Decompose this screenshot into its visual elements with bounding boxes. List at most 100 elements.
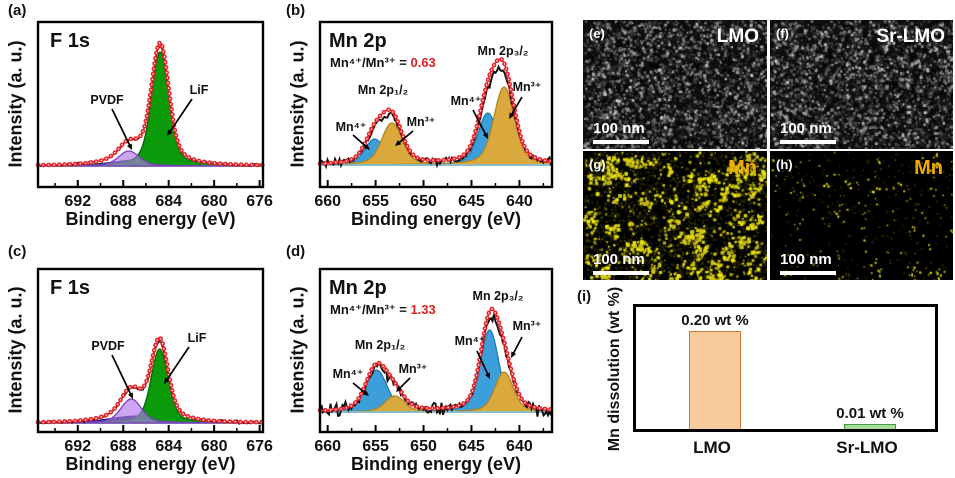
annotation-arrowhead [128,392,133,399]
x-tick-label: 660 [314,193,341,210]
scalebar-text: 100 nm [780,120,832,137]
x-axis: 660 655 650 645 640 [314,180,545,210]
annotation-arrowhead [363,144,370,150]
eds-map-image [583,151,767,280]
peak-label: Mn³⁺ [399,362,428,376]
peak-label: Mn 2p₁/₂ [355,338,405,352]
panel-d-mn2p-srlmo: (d) Intensity (a. u.) 660 655 650 645 640 Mn … [282,241,560,478]
x-axis-label: Binding energy (eV) [65,209,236,229]
panel-b-mn2p-lmo: (b) Intensity (a. u.) 660 655 650 645 640 Mn … [282,0,560,239]
x-tick-label: 676 [246,193,273,210]
panel-h-eds-mn-srlmo: (h) Mn 100 nm [770,151,953,280]
peak-label: Mn³⁺ [407,115,436,129]
annotation-arrow [512,336,523,355]
plot-frame [36,267,265,434]
y-axis-label: Mn dissolution (wt %) [606,286,623,452]
category-label-srlmo: Sr-LMO [836,438,898,457]
panel-a-f1s-lmo: (a) Intensity (a. u.) 692 688 684 680 676 PVD… [0,0,280,239]
sem-image [583,20,767,149]
x-tick-label: 680 [201,193,228,210]
panel-i-mn-dissolution: (i) Mn dissolution (wt %) 0.20 wt % 0.01… [575,280,955,478]
ratio-value: 1.33 [410,302,436,317]
sample-label: LMO [716,26,759,47]
annotation-arrow [352,134,368,148]
annotation-arrowhead [511,351,517,358]
annotation-arrowhead [482,132,488,139]
annotation-arrowhead [396,385,403,392]
scalebar-line [593,271,649,275]
x-axis: 692 688 684 680 676 [54,425,273,455]
peak-LiF [37,51,264,167]
peak-label: Mn 2p₁/₂ [358,83,408,97]
x-tick-label: 655 [362,438,389,455]
peak-label: Mn 2p₃/₂ [478,44,529,58]
scalebar-line [593,140,649,144]
spectrum-plot: 660 655 650 645 640 Mn 2p₁/₂ Mn⁴⁺ Mn³⁺ Mn 2p₃/₂ M… [314,267,555,455]
x-axis-label: Binding energy (eV) [350,454,521,474]
bar-group-lmo: 0.20 wt % [681,312,749,429]
x-axis-label: Binding energy (eV) [350,209,521,229]
x-tick-label: 680 [201,438,228,455]
fit-envelope-bead-centers [37,336,264,423]
panel-label: (c) [8,243,27,260]
ratio-value: 0.63 [410,55,436,70]
x-tick-label: 684 [155,438,182,455]
element-label: Mn [914,157,943,179]
fit-envelope-bead-centers [37,41,264,166]
spectrum-title: F 1s [50,30,91,52]
panel-e-sem-lmo: (e) LMO 100 nm [583,20,767,149]
x-tick-label: 655 [362,193,389,210]
annotation-arrow [168,98,193,134]
bar-value-label: 0.20 wt % [681,312,749,330]
annotation-arrow [397,130,414,145]
x-tick-label: 645 [458,438,485,455]
plot-frame [318,267,554,434]
spectrum-curves [37,51,264,167]
annotation-arrowhead [127,143,132,150]
spectrum-plot: 692 688 684 680 676 PVDF LiF [35,20,273,210]
spectrum-plot: 692 688 684 680 676 PVDF LiF [35,267,273,455]
panel-c-f1s-srlmo: (c) Intensity (a. u.) 692 688 684 680 676 PVD… [0,241,280,478]
annotation-arrow [165,346,190,382]
panel-label: (d) [286,243,306,260]
x-axis: 692 688 684 680 676 [54,180,273,210]
panel-label: (g) [589,157,606,172]
x-tick-label: 645 [458,193,485,210]
peak-label: Mn⁴⁺ [336,120,367,134]
x-tick-label: 640 [506,438,533,455]
panel-g-eds-mn-lmo: (g) Mn 100 nm [583,151,767,280]
annotation-arrow [510,96,523,116]
bar-group-srlmo: 0.01 wt % [836,405,904,429]
x-tick-label: 650 [410,193,437,210]
scalebar-text: 100 nm [780,251,832,268]
fit-envelope-bead-centers [319,308,553,412]
peak-label: LiF [190,83,209,97]
peak-label: Mn³⁺ [513,319,542,333]
mn-ratio-text: Mn⁴⁺/Mn³⁺ = 0.63 [330,55,436,70]
scalebar-text: 100 nm [593,251,645,268]
plot-frame [36,20,265,189]
category-label-lmo: LMO [693,438,731,457]
peak-label: Mn⁴⁺ [333,367,364,381]
scalebar-line [780,271,836,275]
x-tick-label: 640 [506,193,533,210]
peak-label: Mn⁴⁺ [451,94,482,108]
bar-chart-plot: 0.20 wt % 0.01 wt % [633,304,938,432]
panel-label: (a) [8,2,27,19]
eds-map-image [770,151,953,280]
annotation-arrow [472,109,487,136]
x-tick-label: 688 [110,193,137,210]
peak-label: Mn³⁺ [513,80,542,94]
x-tick-label: 692 [64,438,91,455]
annotation-arrowhead [485,372,490,379]
peak-label: Mn⁴⁺ [455,334,486,348]
x-tick-label: 650 [410,438,437,455]
x-tick-label: 676 [246,438,273,455]
annotation-arrow [398,377,411,390]
spectrum-title: F 1s [50,277,91,299]
annotation-arrowhead [395,140,402,146]
bar-srlmo [844,424,896,429]
spectrum-plot: 660 655 650 645 640 Mn 2p₁/₂ Mn⁴⁺ Mn³⁺ Mn 2p₃/₂ M… [314,20,555,210]
panel-label: (i) [577,288,592,305]
